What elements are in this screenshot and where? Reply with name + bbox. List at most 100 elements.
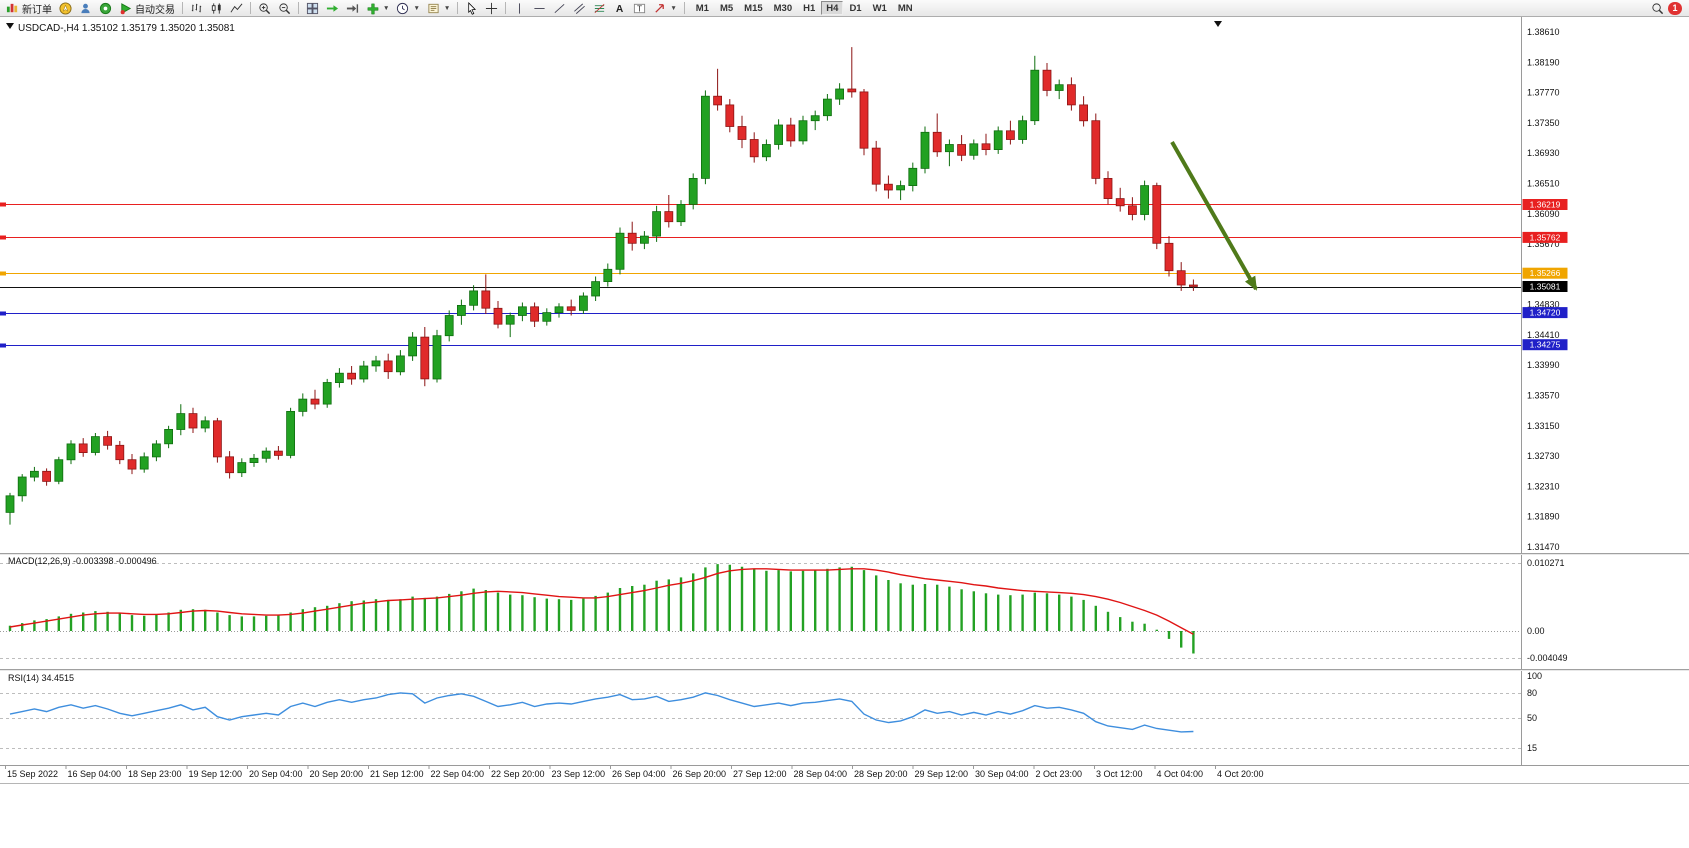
rsi-panel: RSI(14) 34.4515 100 80 50 15 [0, 671, 1542, 753]
svg-text:16 Sep 04:00: 16 Sep 04:00 [68, 769, 122, 779]
alerts-button[interactable] [96, 1, 115, 16]
timeframe-h1-button[interactable]: H1 [798, 1, 820, 15]
svg-text:2 Oct 23:00: 2 Oct 23:00 [1036, 769, 1083, 779]
toolbar-separator [182, 2, 183, 14]
price-chart[interactable]: USDCAD-,H4 1.35102 1.35179 1.35020 1.350… [0, 17, 1689, 847]
svg-text:1.32730: 1.32730 [1527, 451, 1560, 461]
periods-button[interactable]: ▼ [393, 1, 422, 16]
horizontal-line-tool-button[interactable] [530, 1, 549, 16]
auto-trading-icon [120, 2, 132, 14]
svg-text:1.33990: 1.33990 [1527, 360, 1560, 370]
new-order-icon [6, 3, 18, 12]
arrow-tool-icon [655, 3, 665, 13]
notification-badge[interactable]: 1 [1668, 1, 1682, 15]
svg-text:26 Sep 04:00: 26 Sep 04:00 [612, 769, 666, 779]
compass-icon [59, 1, 72, 15]
toolbar-separator [457, 2, 459, 14]
svg-text:1.36510: 1.36510 [1527, 179, 1560, 189]
timeframe-m15-button[interactable]: M15 [739, 1, 767, 15]
svg-text:1.31890: 1.31890 [1527, 512, 1560, 522]
svg-text:50: 50 [1527, 713, 1537, 723]
indicators-button[interactable]: ▼ [363, 1, 392, 16]
macd-panel: MACD(12,26,9) -0.003398 -0.000496 0.01027… [0, 556, 1568, 663]
fibonacci-tool-button[interactable] [590, 1, 609, 16]
collapse-triangle-icon [6, 23, 14, 29]
svg-text:1.32310: 1.32310 [1527, 481, 1560, 491]
chart-title: USDCAD-,H4 1.35102 1.35179 1.35020 1.350… [18, 23, 235, 34]
chart-title-row: USDCAD-,H4 1.35102 1.35179 1.35020 1.350… [6, 21, 1222, 34]
line-chart-mode-button[interactable] [227, 1, 246, 16]
timeframe-w1-button[interactable]: W1 [868, 1, 892, 15]
svg-text:1.34830: 1.34830 [1527, 300, 1560, 310]
svg-text:21 Sep 12:00: 21 Sep 12:00 [370, 769, 424, 779]
svg-text:27 Sep 12:00: 27 Sep 12:00 [733, 769, 787, 779]
new-order-button[interactable]: 新订单 [3, 1, 55, 16]
candle-chart-mode-button[interactable] [207, 1, 226, 16]
arrows-tool-button[interactable]: ▼ [650, 1, 679, 16]
macd-label: MACD(12,26,9) -0.003398 -0.000496 [8, 556, 157, 566]
navigator-button[interactable] [56, 1, 75, 16]
zoom-out-button[interactable] [275, 1, 294, 16]
trend-arrow [1170, 141, 1258, 291]
svg-text:1.36219: 1.36219 [1530, 200, 1561, 210]
timeframe-m1-button[interactable]: M1 [691, 1, 714, 15]
text-icon: A [616, 4, 624, 15]
zoom-in-button[interactable] [255, 1, 274, 16]
auto-trading-button[interactable]: 自动交易 [116, 1, 178, 16]
toolbar-separator [250, 2, 251, 14]
auto-scroll-icon [326, 4, 339, 12]
crosshair-button[interactable] [482, 1, 501, 16]
svg-text:20 Sep 20:00: 20 Sep 20:00 [310, 769, 364, 779]
channel-tool-button[interactable] [570, 1, 589, 16]
cursor-icon [468, 1, 477, 15]
timeframe-m5-button[interactable]: M5 [715, 1, 738, 15]
svg-text:26 Sep 20:00: 26 Sep 20:00 [673, 769, 727, 779]
indicators-icon [367, 3, 379, 14]
candlestick-icon [211, 2, 221, 14]
zoom-out-icon [279, 2, 291, 14]
auto-trading-label: 自动交易 [135, 4, 175, 16]
svg-text:15 Sep 2022: 15 Sep 2022 [7, 769, 58, 779]
svg-text:1.34275: 1.34275 [1530, 340, 1561, 350]
svg-text:1.34720: 1.34720 [1530, 308, 1561, 318]
trendline-tool-button[interactable] [550, 1, 569, 16]
profiles-button[interactable] [76, 1, 95, 16]
timeframe-m30-button[interactable]: M30 [769, 1, 797, 15]
line-chart-icon [230, 3, 243, 12]
tile-windows-button[interactable] [303, 1, 322, 16]
label-tool-button[interactable]: T [630, 1, 649, 16]
zoom-in-icon [259, 2, 271, 14]
svg-text:23 Sep 12:00: 23 Sep 12:00 [552, 769, 606, 779]
fibonacci-icon [594, 3, 605, 13]
cursor-button[interactable] [462, 1, 481, 16]
bar-chart-mode-button[interactable] [187, 1, 206, 16]
svg-text:0.010271: 0.010271 [1527, 558, 1565, 568]
chart-shift-button[interactable] [343, 1, 362, 16]
svg-text:T: T [637, 3, 642, 13]
timeframe-h4-button[interactable]: H4 [821, 1, 844, 15]
auto-scroll-button[interactable] [323, 1, 342, 16]
svg-text:-0.004049: -0.004049 [1527, 653, 1568, 663]
timeframe-buttons: M1 M5 M15 M30 H1 H4 D1 W1 MN [691, 1, 918, 15]
svg-text:28 Sep 20:00: 28 Sep 20:00 [854, 769, 908, 779]
svg-text:29 Sep 12:00: 29 Sep 12:00 [915, 769, 969, 779]
time-axis: 15 Sep 2022 16 Sep 04:00 18 Sep 23:00 19 Se… [0, 765, 1689, 784]
text-tool-button[interactable]: A [610, 1, 629, 16]
vertical-line-icon [519, 2, 521, 14]
search-button[interactable] [1648, 1, 1667, 16]
candles-layer [5, 47, 1198, 525]
svg-text:22 Sep 04:00: 22 Sep 04:00 [431, 769, 485, 779]
timeframe-mn-button[interactable]: MN [893, 1, 918, 15]
timeframe-d1-button[interactable]: D1 [844, 1, 866, 15]
toolbar-separator [298, 2, 299, 14]
chevron-down-icon: ▼ [413, 4, 420, 12]
svg-text:1.31470: 1.31470 [1527, 542, 1560, 552]
svg-text:30 Sep 04:00: 30 Sep 04:00 [975, 769, 1029, 779]
svg-text:100: 100 [1527, 671, 1542, 681]
toolbar-separator [505, 2, 507, 14]
svg-text:1.37770: 1.37770 [1527, 88, 1560, 98]
vertical-line-tool-button[interactable] [510, 1, 529, 16]
templates-button[interactable]: ▼ [424, 1, 453, 16]
svg-text:A: A [616, 4, 624, 15]
svg-text:1.35266: 1.35266 [1530, 268, 1561, 278]
